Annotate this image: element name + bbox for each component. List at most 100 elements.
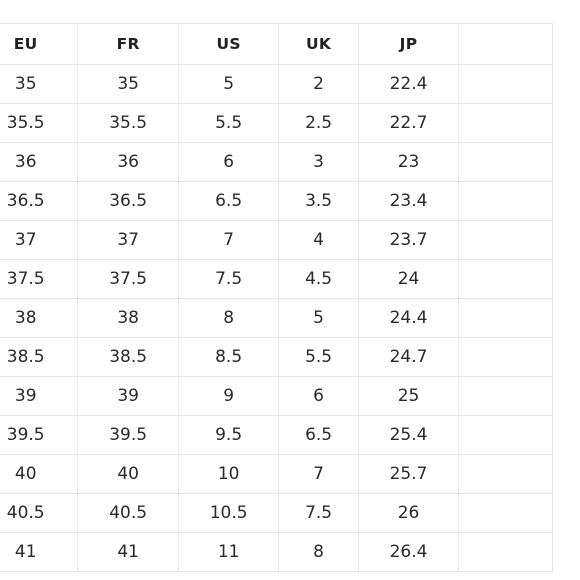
header-fr: FR	[77, 23, 179, 65]
cell-jp: 25.4	[357, 415, 460, 455]
cell-us: 10.5	[177, 493, 280, 533]
cell-extra	[458, 493, 553, 533]
table-row: 40.5 40.5 10.5 7.5 26	[0, 493, 553, 533]
cell-us: 5	[177, 64, 280, 104]
cell-us: 10	[177, 454, 280, 494]
table-header: EU FR US UK JP	[0, 23, 553, 65]
cell-jp: 23.4	[357, 181, 460, 221]
cell-us: 6	[177, 142, 280, 182]
shoe-size-conversion-table: EU FR US UK JP 35 35 5 2 22.4 35.5 35.5 5.5 2.5 2…	[0, 23, 553, 572]
cell-extra	[458, 454, 553, 494]
cell-eu: 40.5	[0, 493, 79, 533]
cell-eu: 39.5	[0, 415, 79, 455]
cell-uk: 3	[278, 142, 359, 182]
table-body: 35 35 5 2 22.4 35.5 35.5 5.5 2.5 22.7 36 36 6 3 23 36.5…	[0, 64, 553, 572]
cell-jp: 24	[357, 259, 460, 299]
table-row: 39.5 39.5 9.5 6.5 25.4	[0, 415, 553, 455]
cell-eu: 36	[0, 142, 79, 182]
cell-extra	[458, 532, 553, 572]
header-jp: JP	[357, 23, 460, 65]
cell-eu: 39	[0, 376, 79, 416]
cell-fr: 37	[77, 220, 179, 260]
cell-fr: 36.5	[77, 181, 179, 221]
cell-uk: 7.5	[278, 493, 359, 533]
cell-fr: 41	[77, 532, 179, 572]
header-eu: EU	[0, 23, 79, 65]
cell-us: 7	[177, 220, 280, 260]
cell-uk: 5.5	[278, 337, 359, 377]
cell-eu: 38.5	[0, 337, 79, 377]
cell-fr: 40	[77, 454, 179, 494]
cell-uk: 3.5	[278, 181, 359, 221]
cell-jp: 22.7	[357, 103, 460, 143]
table-row: 37.5 37.5 7.5 4.5 24	[0, 259, 553, 299]
cell-eu: 41	[0, 532, 79, 572]
cell-us: 8	[177, 298, 280, 338]
cell-jp: 26.4	[357, 532, 460, 572]
cell-extra	[458, 64, 553, 104]
cell-fr: 38	[77, 298, 179, 338]
cell-jp: 24.4	[357, 298, 460, 338]
cell-eu: 35	[0, 64, 79, 104]
cell-us: 11	[177, 532, 280, 572]
table-row: 40 40 10 7 25.7	[0, 454, 553, 494]
cell-extra	[458, 103, 553, 143]
cell-fr: 37.5	[77, 259, 179, 299]
cell-eu: 37.5	[0, 259, 79, 299]
cell-extra	[458, 142, 553, 182]
cell-us: 6.5	[177, 181, 280, 221]
cell-uk: 4	[278, 220, 359, 260]
cell-jp: 23	[357, 142, 460, 182]
cell-extra	[458, 298, 553, 338]
cell-fr: 40.5	[77, 493, 179, 533]
cell-uk: 2.5	[278, 103, 359, 143]
cell-fr: 39.5	[77, 415, 179, 455]
cell-jp: 26	[357, 493, 460, 533]
cell-extra	[458, 181, 553, 221]
cell-uk: 2	[278, 64, 359, 104]
table-row: 36.5 36.5 6.5 3.5 23.4	[0, 181, 553, 221]
cell-uk: 5	[278, 298, 359, 338]
cell-fr: 35.5	[77, 103, 179, 143]
cell-extra	[458, 415, 553, 455]
cell-eu: 36.5	[0, 181, 79, 221]
cell-uk: 8	[278, 532, 359, 572]
table-row: 38 38 8 5 24.4	[0, 298, 553, 338]
cell-us: 9	[177, 376, 280, 416]
table-row: 39 39 9 6 25	[0, 376, 553, 416]
header-row: EU FR US UK JP	[0, 23, 553, 65]
cell-us: 7.5	[177, 259, 280, 299]
cell-uk: 6	[278, 376, 359, 416]
cell-eu: 38	[0, 298, 79, 338]
cell-eu: 35.5	[0, 103, 79, 143]
table-row: 36 36 6 3 23	[0, 142, 553, 182]
table-row: 37 37 7 4 23.7	[0, 220, 553, 260]
header-us: US	[177, 23, 280, 65]
cell-us: 8.5	[177, 337, 280, 377]
cell-extra	[458, 220, 553, 260]
cell-us: 9.5	[177, 415, 280, 455]
cell-jp: 22.4	[357, 64, 460, 104]
cell-jp: 23.7	[357, 220, 460, 260]
cell-fr: 38.5	[77, 337, 179, 377]
table-row: 35.5 35.5 5.5 2.5 22.7	[0, 103, 553, 143]
cell-uk: 6.5	[278, 415, 359, 455]
cell-jp: 25.7	[357, 454, 460, 494]
cell-extra	[458, 259, 553, 299]
cell-eu: 40	[0, 454, 79, 494]
cell-fr: 36	[77, 142, 179, 182]
header-extra	[458, 23, 553, 65]
cell-jp: 25	[357, 376, 460, 416]
cell-uk: 4.5	[278, 259, 359, 299]
cell-fr: 35	[77, 64, 179, 104]
cell-us: 5.5	[177, 103, 280, 143]
cell-extra	[458, 376, 553, 416]
cell-extra	[458, 337, 553, 377]
header-uk: UK	[278, 23, 359, 65]
table-row: 35 35 5 2 22.4	[0, 64, 553, 104]
cell-uk: 7	[278, 454, 359, 494]
cell-eu: 37	[0, 220, 79, 260]
cell-fr: 39	[77, 376, 179, 416]
table-row: 41 41 11 8 26.4	[0, 532, 553, 572]
